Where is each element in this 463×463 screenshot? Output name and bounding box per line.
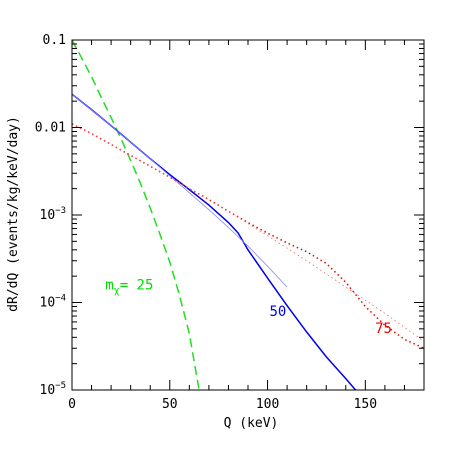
x-tick-label: 50 — [162, 397, 178, 412]
x-tick-label: 100 — [256, 397, 279, 412]
y-tick-label: 10−3 — [40, 206, 67, 223]
series-layer — [72, 40, 424, 390]
y-tick-label: 10−5 — [40, 381, 67, 398]
series-line-3 — [72, 93, 288, 288]
x-tick-label: 150 — [354, 397, 377, 412]
y-tick-label: 0.1 — [43, 33, 66, 48]
y-tick-label: 10−4 — [40, 294, 67, 311]
series-line-1 — [72, 40, 200, 390]
annotation-2: 50 — [270, 304, 287, 320]
y-axis-label: dR/dQ (events/kg/keV/day) — [6, 116, 21, 312]
x-tick-label: 0 — [68, 397, 76, 412]
x-axis-label: Q (keV) — [224, 416, 279, 431]
axes-layer: 0 50 100 150 10−5 10−4 10−3 0.01 0.1 mχ= 25 50 75 — [35, 33, 425, 412]
annotation-1: mχ= 25 — [105, 278, 153, 297]
label-layer: Q (keV) dR/dQ (events/kg/keV/day) — [6, 116, 278, 431]
y-tick-label: 0.01 — [35, 121, 66, 136]
annotation-3: 75 — [375, 321, 392, 337]
series-line-5 — [72, 123, 424, 342]
